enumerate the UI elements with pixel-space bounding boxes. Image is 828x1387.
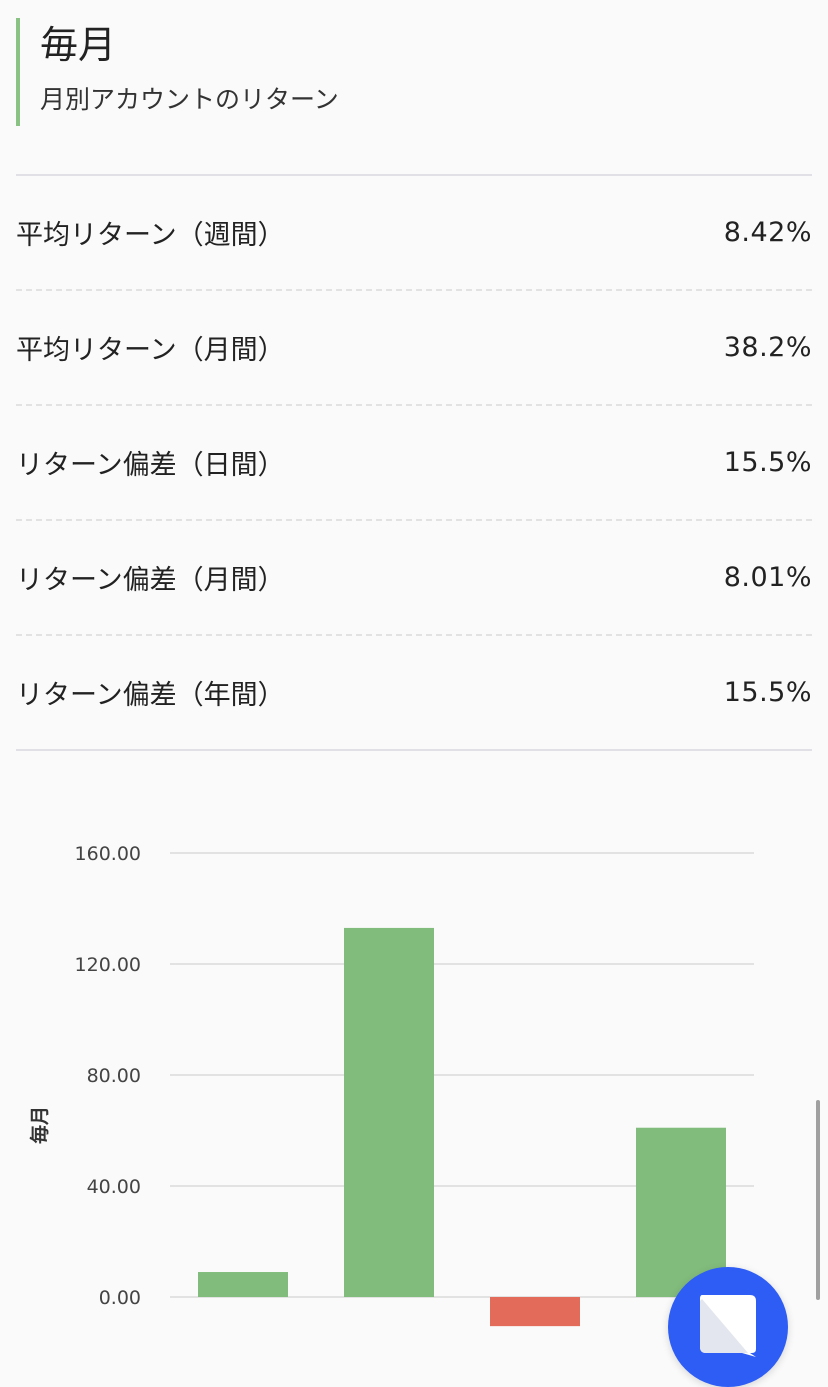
y-tick-label: 40.00 — [87, 1176, 141, 1198]
y-tick-label: 0.00 — [99, 1287, 141, 1309]
y-tick-label: 80.00 — [87, 1065, 141, 1087]
stat-value: 15.5% — [723, 677, 812, 708]
y-axis-label: 毎月 — [28, 1106, 51, 1144]
page-title: 毎月 — [40, 23, 117, 67]
page-subtitle: 月別アカウントのリターン — [40, 85, 339, 114]
section-header: 毎月 月別アカウントのリターン — [16, 18, 816, 126]
stat-label: リターン偏差（日間） — [16, 450, 285, 481]
scrollbar[interactable] — [816, 1100, 820, 1300]
stat-value: 38.2% — [723, 332, 812, 363]
stat-value: 8.42% — [723, 217, 812, 248]
chat-button[interactable] — [668, 1267, 788, 1387]
stat-label: リターン偏差（年間） — [16, 680, 285, 711]
stat-value: 8.01% — [723, 562, 812, 593]
chart-bars — [198, 927, 726, 1327]
stat-label: 平均リターン（週間） — [16, 220, 285, 251]
stat-value: 15.5% — [723, 447, 812, 478]
bar-2[interactable] — [344, 927, 434, 1297]
y-tick-label: 120.00 — [75, 954, 141, 976]
stat-row-dev-yearly: リターン偏差（年間） 15.5% — [16, 636, 812, 749]
bar-3[interactable] — [490, 1297, 580, 1327]
monthly-returns-chart: 0.00 40.00 80.00 120.00 160.00 毎月 — [28, 843, 754, 1327]
chat-bubble-icon — [700, 1295, 756, 1357]
stat-label: 平均リターン（月間） — [16, 335, 285, 366]
stat-row-avg-monthly: 平均リターン（月間） 38.2% — [16, 291, 812, 406]
stats-list: 平均リターン（週間） 8.42% 平均リターン（月間） 38.2% リターン偏差… — [16, 174, 812, 751]
stat-row-dev-daily: リターン偏差（日間） 15.5% — [16, 406, 812, 521]
bar-1[interactable] — [198, 1272, 288, 1297]
stat-row-dev-monthly: リターン偏差（月間） 8.01% — [16, 521, 812, 636]
y-axis-ticks: 0.00 40.00 80.00 120.00 160.00 — [75, 843, 141, 1309]
y-tick-label: 160.00 — [75, 843, 141, 865]
stat-row-avg-weekly: 平均リターン（週間） 8.42% — [16, 176, 812, 291]
stat-label: リターン偏差（月間） — [16, 565, 285, 596]
